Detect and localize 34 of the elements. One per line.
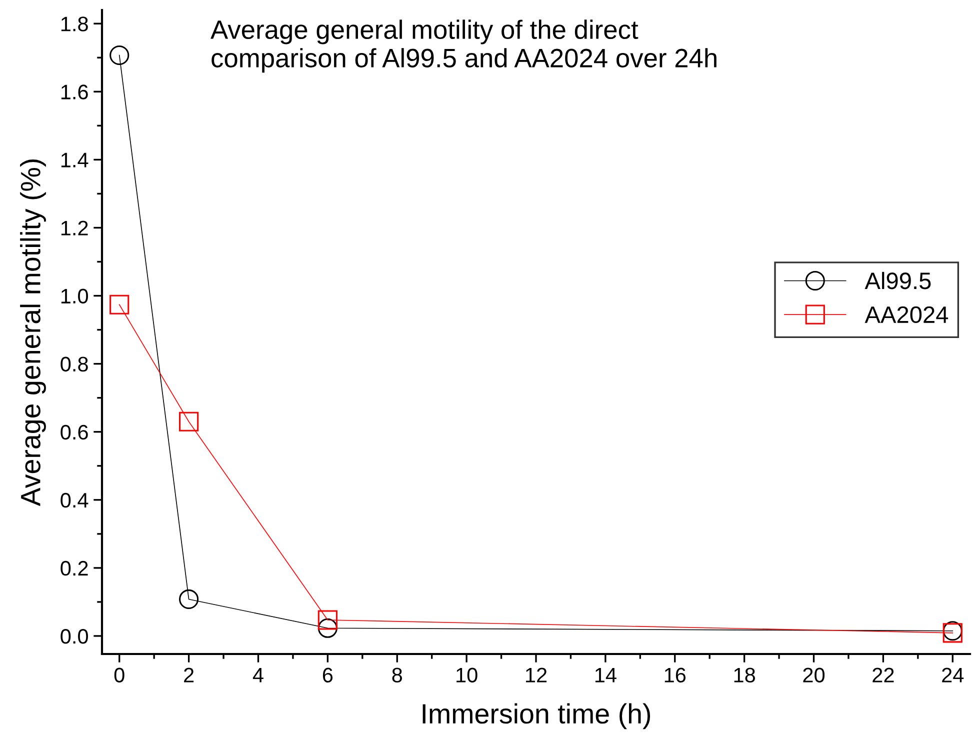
- y-tick-label: 1.4: [61, 152, 88, 168]
- point: [179, 412, 199, 432]
- point: [318, 618, 338, 638]
- y-tick-label: 0.2: [60, 560, 88, 576]
- x-tick-label: 24: [942, 668, 964, 682]
- x-tick-label: 22: [872, 668, 894, 682]
- x-tick-label: 16: [664, 668, 686, 682]
- x-tick-label: 4: [252, 668, 264, 682]
- y-axis-title: Average general motility (%): [20, 160, 46, 506]
- y-tick-label: 1.0: [61, 288, 88, 304]
- x-tick-label: 18: [734, 668, 755, 682]
- y-tick-label: 0.4: [60, 492, 88, 508]
- x-tick-label: 0: [114, 668, 124, 682]
- x-tick-label: 10: [456, 668, 478, 682]
- y-tick-label: 1.6: [61, 84, 88, 100]
- x-tick-label: 12: [526, 668, 547, 682]
- x-axis-title: Immersion time (h): [422, 703, 650, 730]
- y-tick-label: 0.6: [60, 424, 88, 440]
- legend-label: AA2024: [864, 306, 948, 324]
- point: [110, 45, 130, 66]
- y-tick-label: 0.0: [60, 628, 88, 644]
- x-tick-label: 20: [803, 668, 825, 682]
- y-tick-label: 1.2: [61, 220, 88, 236]
- point: [179, 589, 199, 610]
- legend-label: Al99.5: [864, 272, 931, 290]
- y-tick-label: 1.8: [61, 16, 88, 32]
- point: [110, 294, 130, 314]
- x-tick-label: 14: [595, 668, 616, 682]
- y-tick-label: 0.8: [60, 356, 88, 372]
- x-tick-label: 6: [322, 668, 333, 682]
- x-tick-label: 2: [184, 668, 194, 682]
- point: [318, 610, 338, 630]
- x-tick-label: 8: [392, 668, 402, 682]
- text: Average general motility of the direct comparison of Al99.5 and AA2024 over 24h: [210, 20, 716, 73]
